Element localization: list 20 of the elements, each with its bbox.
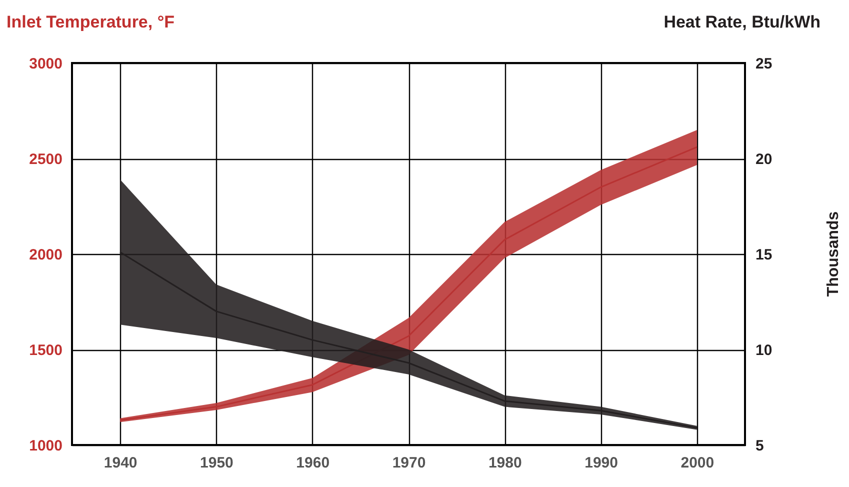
x-tick-label: 1960 <box>296 454 330 472</box>
text: Thousands <box>825 211 842 297</box>
y2-tick-label: 25 <box>756 56 772 72</box>
y2-tick-label: 15 <box>756 246 772 264</box>
y2-tick-label: 20 <box>756 151 772 168</box>
x-tick-label: 1980 <box>488 454 522 472</box>
y-tick-label: 1000 <box>29 438 62 454</box>
y2-axis-title: Heat Rate, Btu/kWh <box>664 12 820 32</box>
y-axis-title: Inlet Temperature, °F <box>6 12 175 32</box>
y-tick-label: 2000 <box>29 246 62 264</box>
y2-tick-label: 5 <box>756 438 764 454</box>
x-tick-label: 1990 <box>584 454 618 472</box>
x-tick-label: 1970 <box>392 454 426 472</box>
x-tick-label: 2000 <box>680 454 714 472</box>
y2-tick-label: 10 <box>756 342 772 359</box>
y-tick-label: 2500 <box>29 151 62 168</box>
x-tick-label: 1950 <box>200 454 234 472</box>
y-tick-label: 3000 <box>29 56 62 72</box>
x-tick-label: 1940 <box>104 454 138 472</box>
y-tick-label: 1500 <box>29 342 62 359</box>
